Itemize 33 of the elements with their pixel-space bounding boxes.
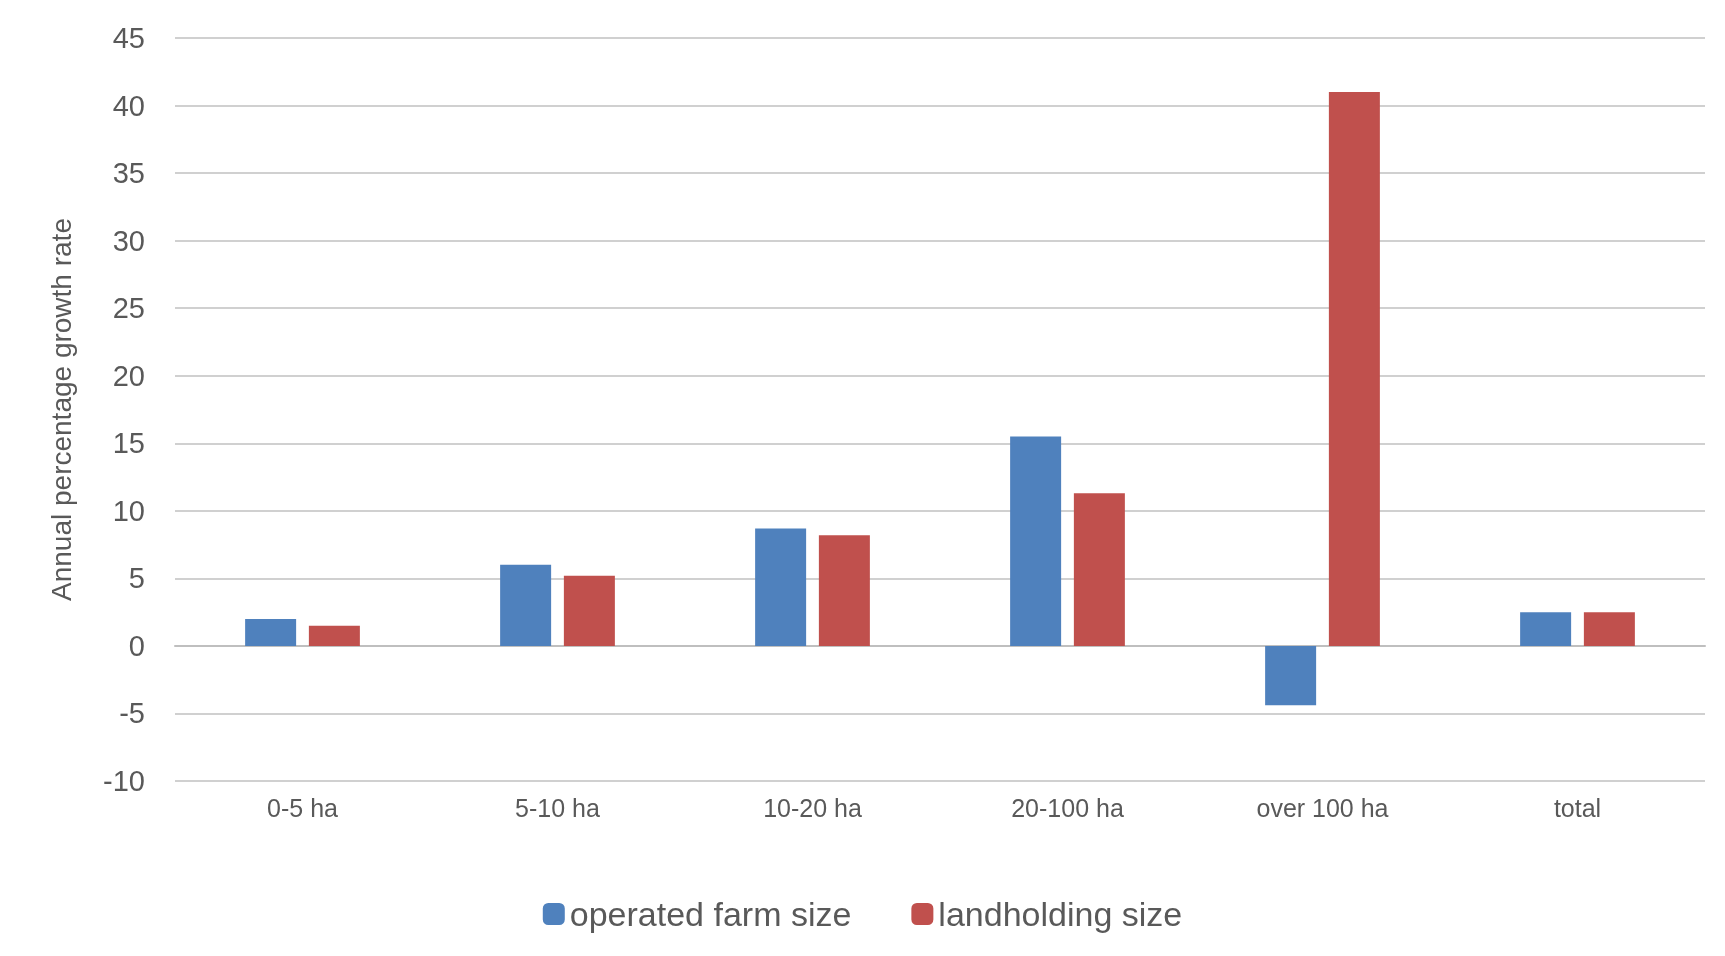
- y-tick-label: 5: [128, 562, 145, 595]
- bar: [245, 618, 297, 646]
- bar: [1010, 436, 1062, 646]
- y-axis-title: Annual percentage growth rate: [45, 218, 77, 601]
- y-tick-label: 30: [112, 224, 145, 257]
- bar: [500, 564, 552, 646]
- y-tick-label: 20: [112, 359, 145, 392]
- y-tick-label: 45: [112, 22, 145, 54]
- y-tick-label: 15: [112, 427, 145, 460]
- legend-label: operated farm size: [569, 895, 852, 933]
- x-tick-label: 10-20 ha: [763, 793, 862, 822]
- legend-label: landholding size: [938, 895, 1183, 933]
- x-tick-label: over 100 ha: [1256, 793, 1389, 822]
- bar: [1073, 493, 1125, 646]
- y-tick-label: 35: [112, 157, 145, 190]
- y-tick-label: 25: [112, 292, 145, 325]
- bar: [1265, 645, 1317, 706]
- bar: [818, 535, 870, 646]
- y-tick-label: 10: [112, 494, 145, 527]
- x-tick-label: 0-5 ha: [267, 793, 339, 822]
- x-tick-label: total: [1553, 793, 1602, 822]
- bar: [755, 528, 807, 646]
- bar: [1520, 612, 1572, 646]
- x-tick-label: 5-10 ha: [515, 793, 600, 822]
- bar: [1328, 92, 1380, 646]
- y-tick-label: -5: [119, 697, 145, 730]
- bar: [308, 625, 360, 646]
- bar: [563, 575, 615, 646]
- y-tick-label: 0: [128, 629, 145, 662]
- y-tick-label: -10: [103, 765, 145, 797]
- y-tick-label: 40: [112, 89, 145, 122]
- x-tick-label: 20-100 ha: [1011, 793, 1124, 822]
- bar: [1583, 612, 1635, 646]
